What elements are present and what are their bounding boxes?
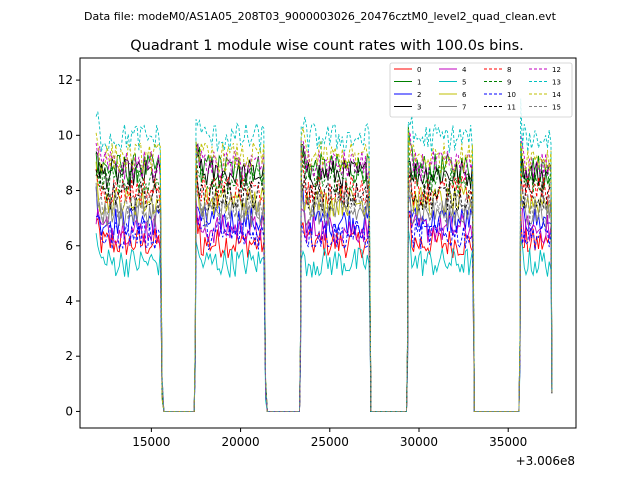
y-tick-label: 10 [58, 128, 73, 142]
x-tick-label: 30000 [400, 435, 438, 449]
legend-label-8: 8 [507, 66, 511, 74]
x-tick-label: 15000 [132, 435, 170, 449]
series-line-3 [95, 143, 553, 412]
legend-label-4: 4 [462, 66, 467, 74]
plot-area [79, 57, 577, 429]
legend-label-15: 15 [552, 104, 561, 112]
y-tick-label: 4 [65, 294, 73, 308]
series-line-13 [95, 98, 553, 412]
legend-label-5: 5 [462, 79, 466, 87]
legend-label-13: 13 [552, 79, 561, 87]
x-axis: 15000 20000 25000 30000 35000 [132, 428, 527, 449]
x-axis-offset-label: +3.006e8 [516, 454, 575, 468]
y-tick-label: 8 [65, 184, 73, 198]
legend-label-1: 1 [417, 79, 421, 87]
series-lines [95, 98, 553, 412]
legend-label-12: 12 [552, 66, 561, 74]
legend-label-9: 9 [507, 79, 511, 87]
series-line-11 [95, 167, 553, 412]
legend-label-2: 2 [417, 91, 421, 99]
legend-label-7: 7 [462, 104, 466, 112]
series-line-10 [96, 210, 553, 412]
series-line-15 [95, 182, 553, 412]
legend-label-14: 14 [552, 91, 561, 99]
chart-title: Quadrant 1 module wise count rates with … [130, 38, 524, 54]
y-tick-label: 0 [65, 404, 73, 418]
series-line-12 [95, 130, 553, 412]
series-line-5 [95, 228, 553, 412]
series-line-6 [95, 161, 553, 412]
data-file-label: Data file: modeM0/AS1A05_208T03_90000030… [84, 10, 557, 23]
legend-label-10: 10 [507, 91, 516, 99]
y-tick-label: 6 [65, 239, 73, 253]
legend-label-11: 11 [507, 104, 516, 112]
x-tick-label: 25000 [311, 435, 349, 449]
series-line-0 [95, 204, 553, 412]
series-line-1 [95, 126, 553, 412]
legend-label-3: 3 [417, 104, 421, 112]
series-line-7 [95, 176, 553, 412]
series-line-14 [95, 127, 553, 412]
x-tick-label: 20000 [221, 435, 259, 449]
series-line-4 [95, 195, 553, 412]
y-tick-label: 2 [65, 349, 73, 363]
legend-box [389, 62, 573, 118]
y-axis: 0 2 4 6 8 10 12 [58, 73, 80, 418]
series-line-9 [95, 140, 553, 412]
y-tick-label: 12 [58, 73, 73, 87]
x-tick-label: 35000 [489, 435, 527, 449]
legend-label-6: 6 [462, 91, 467, 99]
legend-label-0: 0 [417, 66, 421, 74]
series-line-8 [95, 149, 553, 412]
